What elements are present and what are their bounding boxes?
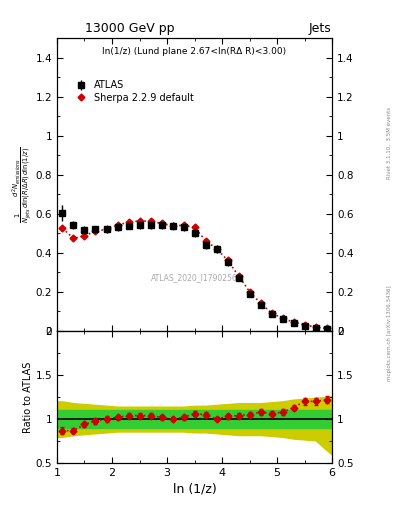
Text: mcplots.cern.ch [arXiv:1306.3436]: mcplots.cern.ch [arXiv:1306.3436] [387, 285, 392, 380]
Y-axis label: $\frac{1}{N_{jets}}\frac{d^2 N_{emissions}}{d\ln(R/\Delta R)\,d\ln(1/z)}$: $\frac{1}{N_{jets}}\frac{d^2 N_{emission… [11, 146, 34, 223]
Text: 13000 GeV pp: 13000 GeV pp [85, 22, 174, 34]
Legend: ATLAS, Sherpa 2.2.9 default: ATLAS, Sherpa 2.2.9 default [70, 78, 196, 104]
Text: Jets: Jets [308, 22, 331, 34]
X-axis label: ln (1/z): ln (1/z) [173, 482, 217, 496]
Text: Rivet 3.1.10,  3.5M events: Rivet 3.1.10, 3.5M events [387, 108, 392, 179]
Text: ATLAS_2020_I1790256: ATLAS_2020_I1790256 [151, 273, 238, 283]
Text: ln(1/z) (Lund plane 2.67<ln(RΔ R)<3.00): ln(1/z) (Lund plane 2.67<ln(RΔ R)<3.00) [103, 47, 286, 56]
Y-axis label: Ratio to ATLAS: Ratio to ATLAS [23, 361, 33, 433]
